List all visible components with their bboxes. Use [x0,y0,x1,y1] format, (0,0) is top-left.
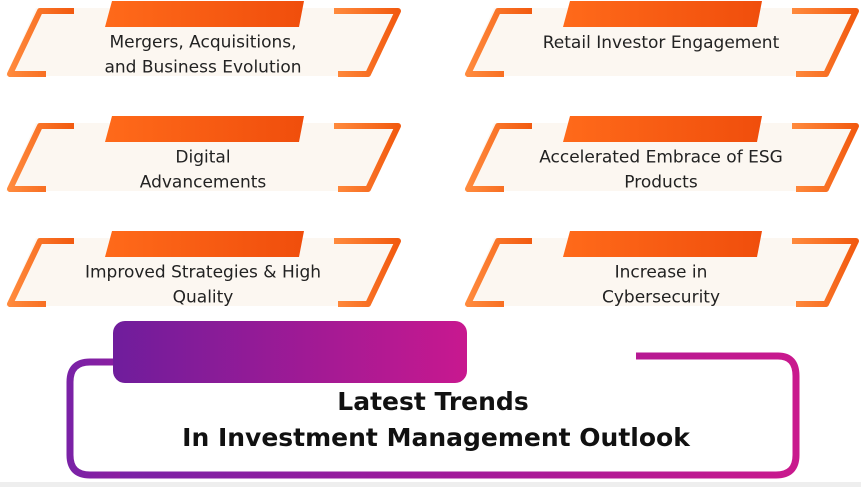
card: Digital Advancements [6,116,401,193]
card-left-bracket [465,238,532,307]
card-label: Retail Investor Engagement [543,33,780,53]
card-right-bracket [792,8,859,77]
card-left-bracket [465,8,532,77]
card-left-bracket [465,123,532,192]
title-line: In Investment Management Outlook [182,423,691,452]
card-background [464,123,858,191]
card-label: Products [624,173,698,193]
card-background [464,238,858,306]
title-box: Latest Trends In Investment Management O… [66,321,800,479]
card: Increase in Cybersecurity [464,231,859,308]
card-label: Accelerated Embrace of ESG [539,148,783,168]
card-tab [105,116,304,142]
card-right-bracket [792,123,859,192]
card-right-bracket [792,238,859,307]
card-tab [563,231,762,257]
card: Improved Strategies & High Quality [6,231,401,308]
card-right-bracket [334,8,401,77]
card-label: Quality [173,288,234,308]
card-label: Improved Strategies & High [85,263,321,283]
card-tab [105,1,304,27]
card-left-bracket [7,8,74,77]
box-right-outline [120,352,800,479]
cards: Mergers, Acquisitions, and Business Evolu… [6,1,859,308]
title-tab [113,321,467,383]
card-label: Mergers, Acquisitions, [109,33,296,53]
card-background [6,238,400,306]
card-label: Advancements [140,173,267,193]
card-left-bracket [7,238,74,307]
card-right-bracket [334,123,401,192]
card: Accelerated Embrace of ESG Products [464,116,859,193]
card-label: Digital [175,148,230,168]
card-tab [105,231,304,257]
card-label: and Business Evolution [104,58,301,78]
card-label: Increase in [615,263,708,283]
title-line: Latest Trends [337,387,528,416]
card-right-bracket [334,238,401,307]
card-label: Cybersecurity [602,288,720,308]
card-tab [563,1,762,27]
card-left-bracket [7,123,74,192]
card-background [6,123,400,191]
box-left-outline [66,358,290,479]
card: Mergers, Acquisitions, and Business Evolu… [6,1,401,78]
card-background [6,8,400,76]
card-tab [563,116,762,142]
card: Retail Investor Engagement [464,1,859,77]
bottom-strip [0,482,861,487]
card-background [464,8,858,76]
